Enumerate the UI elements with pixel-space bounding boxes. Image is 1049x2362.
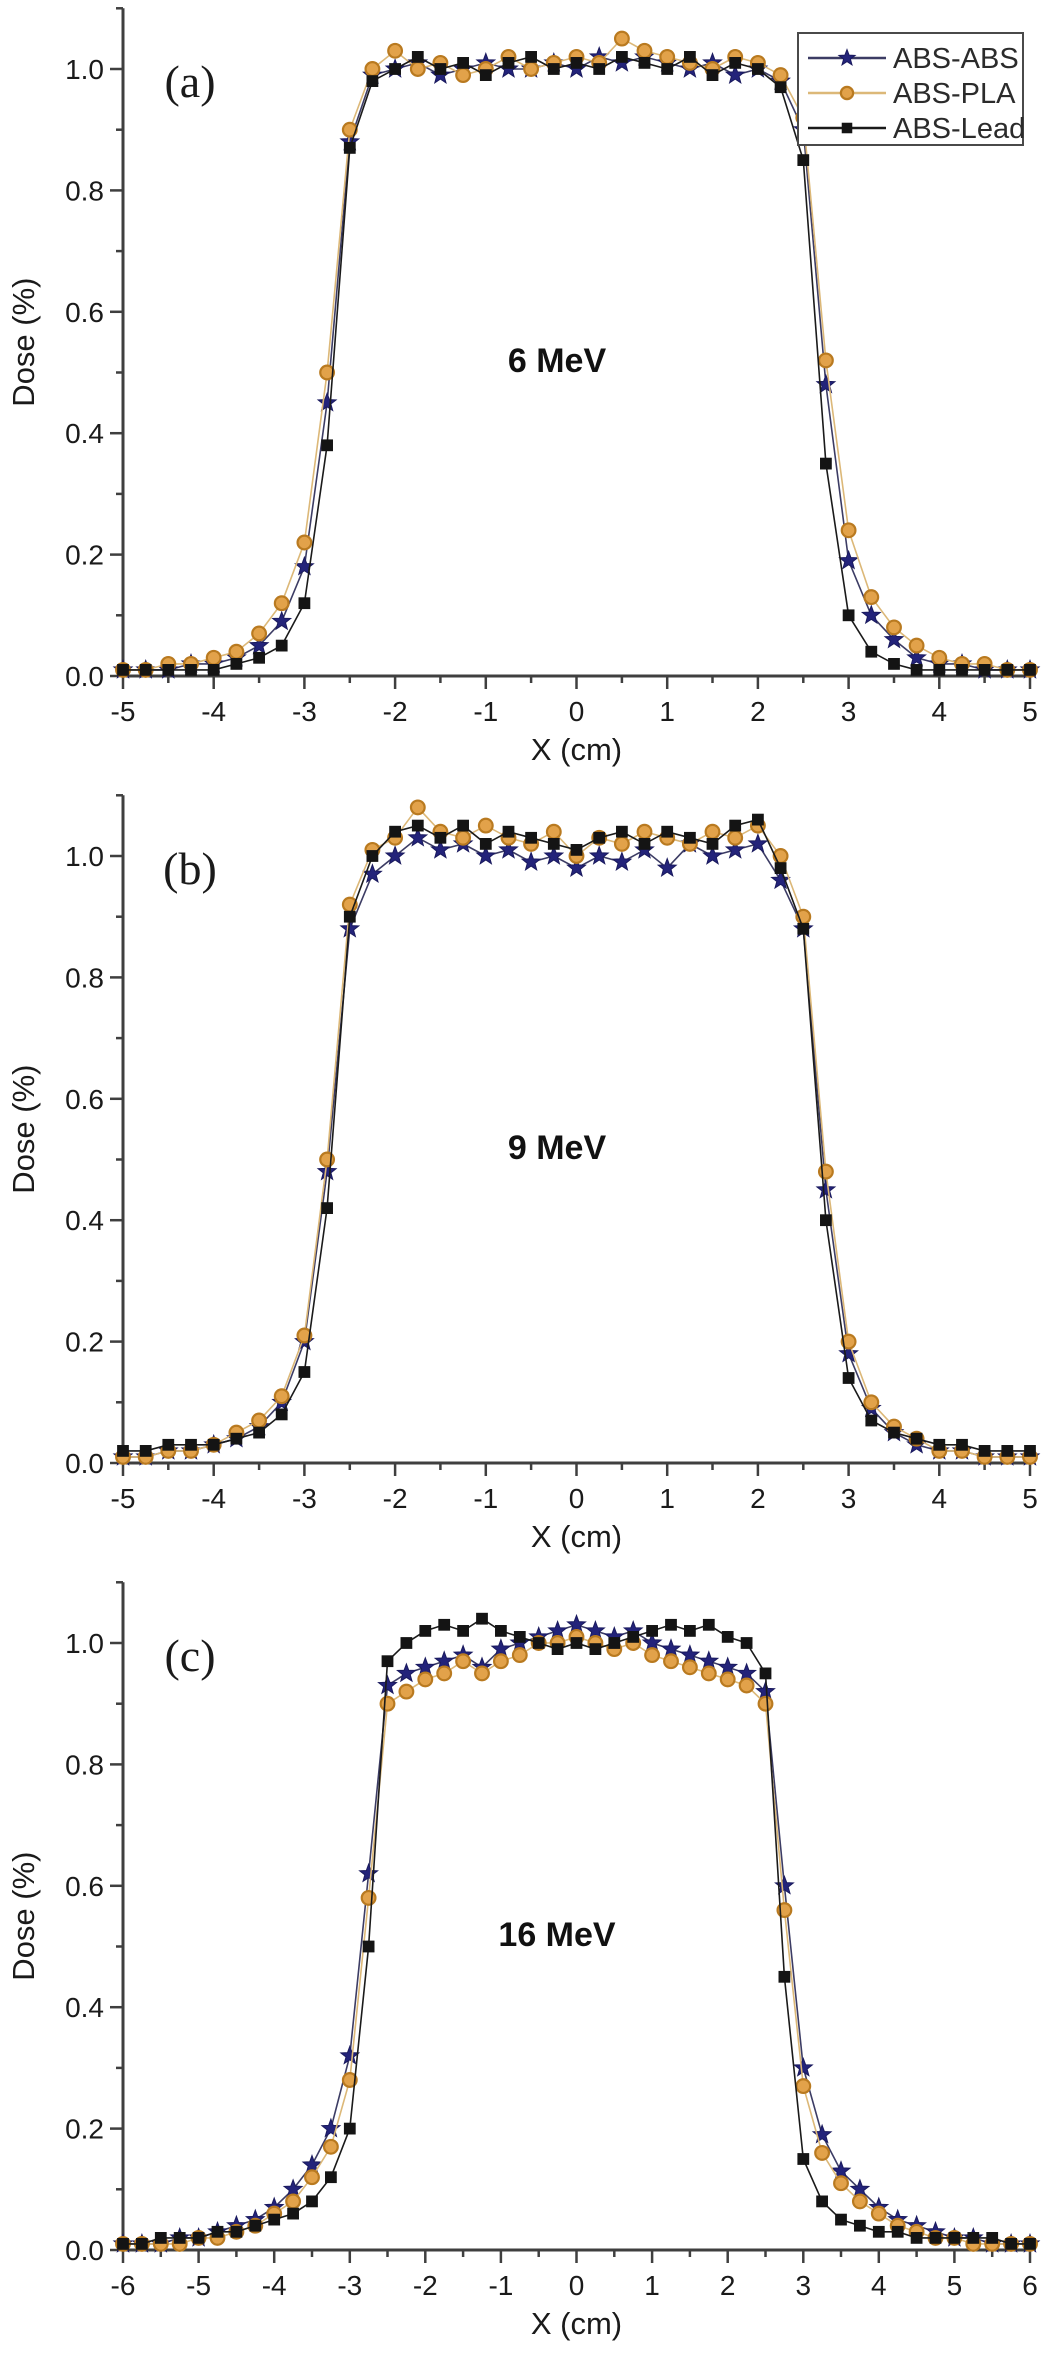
svg-text:3: 3 xyxy=(841,1483,857,1514)
svg-text:0.8: 0.8 xyxy=(65,1749,104,1780)
svg-text:0: 0 xyxy=(569,2270,585,2301)
svg-text:-2: -2 xyxy=(383,696,408,727)
svg-text:-1: -1 xyxy=(473,1483,498,1514)
panel-b-chart: 0.0 0.2 0.4 0.6 0.8 1.0 -5 -4 -3 -2 -1 0 1 2 3 4 5 Dose (… xyxy=(0,787,1049,1574)
panel-c-chart: 0.0 0.2 0.4 0.6 0.8 1.0 -6 -5 -4 -3 -2 -1 0 1 2 3 4 5 6 Dos… xyxy=(0,1574,1049,2362)
svg-text:-3: -3 xyxy=(337,2270,362,2301)
y-axis-label: Dose (%) xyxy=(6,277,41,406)
plot-background xyxy=(0,787,1049,1574)
svg-text:3: 3 xyxy=(796,2270,812,2301)
energy-annotation: 9 MeV xyxy=(508,1129,607,1167)
panel-a-chart: 0.0 0.2 0.4 0.6 0.8 1.0 -5 -4 -3 -2 -1 0 1 2 3 4 5 Dose (… xyxy=(0,0,1049,787)
svg-text:0: 0 xyxy=(569,696,585,727)
panel-letter: (c) xyxy=(164,1630,215,1681)
series-abs-lead xyxy=(117,51,1036,676)
svg-text:0.0: 0.0 xyxy=(65,2235,104,2266)
svg-text:0: 0 xyxy=(569,1483,585,1514)
axes xyxy=(110,7,1032,689)
svg-text:-2: -2 xyxy=(413,2270,438,2301)
svg-text:0.6: 0.6 xyxy=(65,297,104,328)
svg-text:-3: -3 xyxy=(292,696,317,727)
svg-text:0.4: 0.4 xyxy=(65,418,104,449)
svg-text:5: 5 xyxy=(947,2270,963,2301)
svg-text:ABS-ABS: ABS-ABS xyxy=(893,43,1019,75)
svg-text:-4: -4 xyxy=(201,1483,226,1514)
svg-text:0.2: 0.2 xyxy=(65,540,104,571)
panel-c: 0.0 0.2 0.4 0.6 0.8 1.0 -6 -5 -4 -3 -2 -1 0 1 2 3 4 5 6 Dos… xyxy=(0,1574,1049,2362)
energy-annotation: 16 MeV xyxy=(498,1916,615,1954)
svg-text:1.0: 1.0 xyxy=(65,54,104,85)
svg-text:-3: -3 xyxy=(292,1483,317,1514)
svg-text:2: 2 xyxy=(720,2270,736,2301)
y-tick-labels: 0.0 0.2 0.4 0.6 0.8 1.0 xyxy=(65,54,104,692)
panel-letter: (a) xyxy=(164,56,215,107)
y-tick-labels: 0.0 0.2 0.4 0.6 0.8 1.0 xyxy=(65,1628,104,2266)
svg-text:5: 5 xyxy=(1022,1483,1038,1514)
x-tick-labels: -6 -5 -4 -3 -2 -1 0 1 2 3 4 5 6 xyxy=(111,2270,1038,2301)
svg-text:-2: -2 xyxy=(383,1483,408,1514)
series-abs-lead xyxy=(117,1612,1036,2250)
panel-b: 0.0 0.2 0.4 0.6 0.8 1.0 -5 -4 -3 -2 -1 0 1 2 3 4 5 Dose (… xyxy=(0,787,1049,1574)
svg-text:1.0: 1.0 xyxy=(65,841,104,872)
svg-text:-5: -5 xyxy=(111,696,136,727)
svg-text:2: 2 xyxy=(750,1483,766,1514)
svg-text:-5: -5 xyxy=(186,2270,211,2301)
axes xyxy=(110,1581,1032,2263)
x-tick-labels: -5 -4 -3 -2 -1 0 1 2 3 4 5 xyxy=(111,696,1038,727)
legend-entry-abs-abs: ABS-ABS xyxy=(808,43,1019,75)
svg-text:0.8: 0.8 xyxy=(65,962,104,993)
svg-text:-1: -1 xyxy=(488,2270,513,2301)
svg-text:0.6: 0.6 xyxy=(65,1084,104,1115)
x-axis-label: X (cm) xyxy=(531,1519,622,1554)
x-tick-labels: -5 -4 -3 -2 -1 0 1 2 3 4 5 xyxy=(111,1483,1038,1514)
svg-text:4: 4 xyxy=(932,696,948,727)
energy-annotation: 6 MeV xyxy=(508,342,607,380)
svg-text:0.4: 0.4 xyxy=(65,1992,104,2023)
x-axis-label: X (cm) xyxy=(531,2306,622,2341)
svg-text:-5: -5 xyxy=(111,1483,136,1514)
svg-text:2: 2 xyxy=(750,696,766,727)
svg-text:1: 1 xyxy=(659,1483,675,1514)
svg-text:0.8: 0.8 xyxy=(65,175,104,206)
svg-text:6: 6 xyxy=(1022,2270,1038,2301)
svg-text:0.2: 0.2 xyxy=(65,1327,104,1358)
panel-a: 0.0 0.2 0.4 0.6 0.8 1.0 -5 -4 -3 -2 -1 0 1 2 3 4 5 Dose (… xyxy=(0,0,1049,787)
svg-text:3: 3 xyxy=(841,696,857,727)
svg-text:-4: -4 xyxy=(201,696,226,727)
svg-text:ABS-Lead: ABS-Lead xyxy=(893,113,1025,145)
axes xyxy=(110,794,1032,1476)
svg-text:-6: -6 xyxy=(111,2270,136,2301)
svg-text:ABS-PLA: ABS-PLA xyxy=(893,78,1016,110)
series-abs-lead xyxy=(117,813,1036,1457)
svg-text:-4: -4 xyxy=(262,2270,287,2301)
svg-text:0.6: 0.6 xyxy=(65,1871,104,1902)
svg-text:0.2: 0.2 xyxy=(65,2114,104,2145)
svg-text:1: 1 xyxy=(644,2270,660,2301)
y-axis-label: Dose (%) xyxy=(6,1851,41,1980)
svg-text:4: 4 xyxy=(871,2270,887,2301)
svg-text:0.0: 0.0 xyxy=(65,661,104,692)
legend-entry-abs-pla: ABS-PLA xyxy=(808,78,1016,110)
legend-entry-abs-lead: ABS-Lead xyxy=(808,113,1025,145)
svg-text:1: 1 xyxy=(659,696,675,727)
svg-text:1.0: 1.0 xyxy=(65,1628,104,1659)
y-axis-label: Dose (%) xyxy=(6,1064,41,1193)
x-axis-label: X (cm) xyxy=(531,732,622,767)
y-tick-labels: 0.0 0.2 0.4 0.6 0.8 1.0 xyxy=(65,841,104,1479)
svg-text:5: 5 xyxy=(1022,696,1038,727)
svg-text:-1: -1 xyxy=(473,696,498,727)
svg-text:4: 4 xyxy=(932,1483,948,1514)
svg-text:0.4: 0.4 xyxy=(65,1205,104,1236)
panel-letter: (b) xyxy=(163,843,217,894)
svg-text:0.0: 0.0 xyxy=(65,1448,104,1479)
